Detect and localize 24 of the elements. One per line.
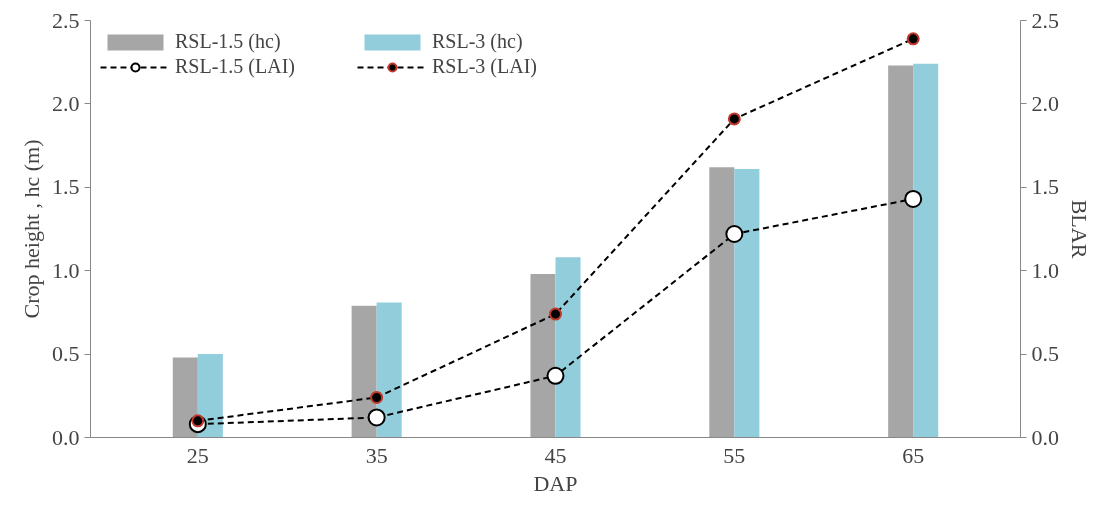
y2-axis-title: BLAR [1067,199,1092,259]
y-axis-title: Crop height , hc (m) [19,139,44,319]
legend-label: RSL-3 (hc) [432,30,524,53]
y2-tick-label: 0.0 [1031,424,1059,450]
y2-tick-label: 2.5 [1031,7,1059,33]
x-tick-label: 25 [186,442,209,468]
legend-label: RSL-1.5 (hc) [175,30,282,53]
y-tick-label: 0.5 [52,341,80,367]
legend-label: RSL-3 (LAI) [432,55,538,78]
y-tick-label: 2.0 [52,90,80,116]
x-tick-label: 55 [723,442,746,468]
y-tick-label: 2.5 [52,7,80,33]
x-axis-title: DAP [533,470,578,496]
y-tick-label: 1.5 [52,174,80,200]
x-tick-label: 45 [544,442,567,468]
x-tick-label: 65 [902,442,925,468]
y2-tick-label: 1.5 [1031,174,1059,200]
y2-tick-label: 0.5 [1031,341,1059,367]
y-tick-label: 0.0 [52,424,80,450]
x-tick-label: 35 [365,442,388,468]
legend-label: RSL-1.5 (LAI) [175,55,296,78]
y2-tick-label: 2.0 [1031,90,1059,116]
y-tick-label: 1.0 [52,257,80,283]
y2-tick-label: 1.0 [1031,257,1059,283]
